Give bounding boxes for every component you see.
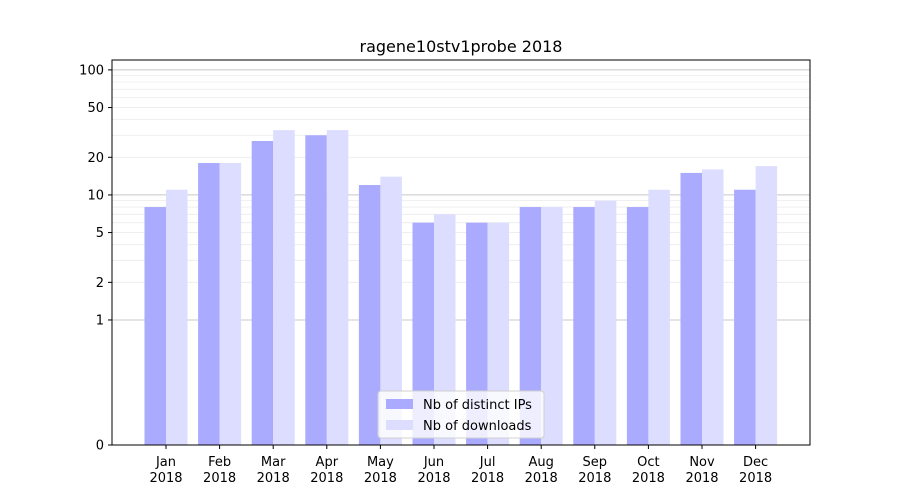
x-tick-label: Nov 2018	[685, 455, 718, 486]
y-tick-label: 100	[79, 63, 104, 78]
plot-frame	[111, 59, 811, 446]
bar-distinct-ips	[734, 189, 756, 445]
bar-downloads	[648, 189, 670, 445]
bars	[144, 130, 778, 445]
bar-distinct-ips	[251, 140, 274, 445]
bar-downloads	[219, 163, 242, 445]
x-tick-label: Sep 2018	[578, 455, 611, 486]
bar-distinct-ips	[198, 163, 220, 445]
legend-box	[377, 390, 545, 439]
bar-downloads	[541, 207, 563, 445]
x-tick-label: Feb 2018	[203, 455, 236, 486]
y-tick-label: 10	[87, 188, 104, 203]
legend: Nb of distinct IPs Nb of downloads	[377, 390, 545, 439]
bar-distinct-ips	[144, 207, 166, 445]
y-tick-label: 5	[96, 226, 104, 241]
x-tick-label: Oct 2018	[632, 455, 665, 486]
x-tick-label: Mar 2018	[257, 455, 290, 486]
y-tick-label: 0	[96, 439, 104, 454]
bar-downloads	[434, 214, 456, 445]
bar-downloads	[702, 169, 724, 445]
legend-swatch	[386, 420, 413, 430]
x-tick-label: Jan 2018	[149, 455, 182, 486]
bar-distinct-ips	[680, 172, 702, 445]
x-tick-label: Aug 2018	[525, 455, 558, 486]
bar-distinct-ips	[519, 207, 542, 445]
y-tick-label: 2	[96, 276, 104, 291]
legend-label: Nb of downloads	[423, 419, 532, 434]
bar-distinct-ips	[573, 207, 595, 445]
legend-label: Nb of distinct IPs	[423, 398, 532, 413]
x-ticks: Jan 2018 Feb 2018 Mar 2018 Apr 2018 May 2018 Jun 20…	[149, 445, 772, 486]
y-tick-label: 50	[87, 101, 104, 116]
bar-downloads	[594, 200, 617, 445]
chart-title: ragene10stv1probe 2018	[360, 37, 563, 56]
bar-downloads	[755, 166, 778, 445]
bar-downloads	[380, 176, 402, 445]
bar-distinct-ips	[358, 185, 381, 445]
bar-distinct-ips	[305, 135, 327, 445]
y-ticks: 0 1 2 5 10 20 50 100	[79, 63, 112, 454]
bar-distinct-ips	[466, 222, 488, 445]
x-tick-label: Apr 2018	[310, 455, 343, 486]
y-tick-label: 20	[87, 151, 104, 166]
legend-swatch	[386, 399, 413, 409]
bar-downloads	[487, 222, 510, 445]
bar-downloads	[326, 130, 349, 445]
x-tick-label: Dec 2018	[739, 455, 772, 486]
x-tick-label: Jun 2018	[417, 455, 450, 486]
bar-downloads	[166, 189, 188, 445]
y-tick-label: 1	[96, 313, 104, 328]
x-tick-label: May 2018	[364, 455, 397, 486]
bar-downloads	[273, 130, 295, 445]
bar-distinct-ips	[412, 222, 434, 445]
axes	[111, 59, 811, 446]
x-tick-label: Jul 2018	[471, 455, 504, 486]
bar-distinct-ips	[626, 207, 649, 445]
